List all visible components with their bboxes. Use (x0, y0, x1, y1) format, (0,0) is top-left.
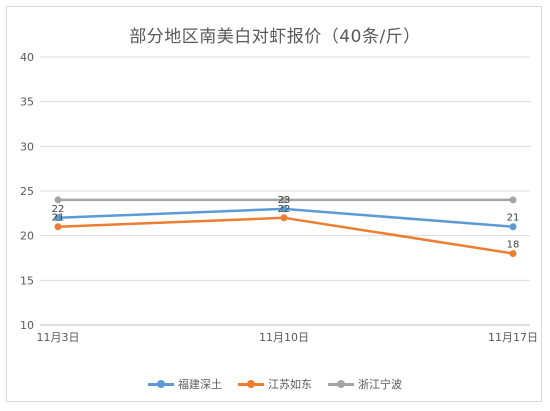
series-point-0-0 (54, 214, 62, 222)
series-point-2-2 (509, 196, 517, 204)
x-tick-label-0: 11月3日 (37, 331, 80, 344)
y-tick-label-30: 30 (20, 140, 34, 153)
chart-frame (6, 6, 542, 402)
data-label-0: 22 (52, 204, 65, 215)
series-point-0-1 (280, 205, 288, 213)
legend-item-zhejiang: 浙江宁波 (328, 376, 402, 392)
y-tick-label-35: 35 (20, 96, 34, 109)
y-tick-label-20: 20 (20, 230, 34, 243)
y-tick-label-10: 10 (20, 319, 34, 332)
series-point-0-2 (509, 223, 517, 231)
legend-item-fujian: 福建深土 (148, 376, 222, 392)
legend-swatch-zhejiang (328, 379, 354, 389)
x-tick-label-2: 11月17日 (488, 331, 538, 344)
chart-title: 部分地区南美白对虾报价（40条/斤） (129, 27, 421, 47)
legend: 福建深土 江苏如东 浙江宁波 (0, 376, 550, 392)
data-label-2: 23 (278, 195, 291, 206)
y-tick-label-15: 15 (20, 274, 34, 287)
data-label-1: 21 (52, 213, 65, 224)
data-label-3: 22 (278, 204, 291, 215)
series-point-2-1 (280, 196, 288, 204)
legend-item-jiangsu: 江苏如东 (238, 376, 312, 392)
x-tick-label-1: 11月10日 (259, 331, 309, 344)
legend-swatch-jiangsu (238, 379, 264, 389)
data-label-4: 21 (507, 213, 520, 224)
series-point-2-0 (54, 196, 62, 204)
legend-swatch-fujian (148, 379, 174, 389)
series-point-1-0 (54, 223, 62, 231)
legend-label-fujian: 福建深土 (178, 378, 222, 391)
y-tick-label-25: 25 (20, 185, 34, 198)
legend-label-jiangsu: 江苏如东 (268, 378, 312, 391)
legend-label-zhejiang: 浙江宁波 (358, 378, 402, 391)
y-tick-label-40: 40 (20, 51, 34, 64)
series-point-1-1 (280, 214, 288, 222)
data-label-5: 18 (507, 240, 520, 251)
series-point-1-2 (509, 250, 517, 258)
